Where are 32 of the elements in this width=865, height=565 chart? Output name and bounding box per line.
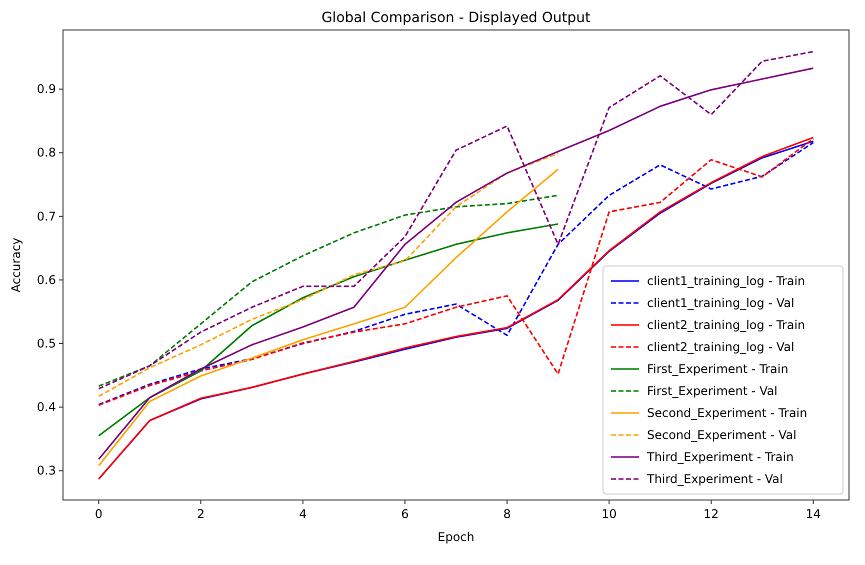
x-tick-label: 8: [503, 507, 511, 521]
x-axis-title: Epoch: [438, 530, 474, 544]
chart-title: Global Comparison - Displayed Output: [321, 10, 592, 26]
legend-label: client1_training_log - Train: [647, 274, 806, 288]
y-tick-label: 0.9: [36, 82, 56, 96]
y-axis-title: Accuracy: [9, 238, 23, 292]
legend-label: Third_Experiment - Val: [646, 472, 783, 486]
x-tick-label: 10: [601, 507, 617, 521]
legend-label: Second_Experiment - Train: [647, 406, 808, 420]
line-series: [98, 223, 559, 437]
y-tick-label: 0.3: [36, 464, 56, 478]
legend-label: client2_training_log - Train: [647, 318, 806, 332]
x-tick-label: 0: [94, 507, 103, 521]
legend-label: Second_Experiment - Val: [647, 428, 796, 442]
y-tick-label: 0.7: [36, 209, 56, 224]
x-tick-label: 12: [704, 507, 719, 521]
legend-label: client1_training_log - Val: [647, 296, 794, 310]
y-tick-label: 0.6: [36, 272, 56, 287]
legend-label: First_Experiment - Val: [647, 384, 778, 398]
legend-label: First_Experiment - Train: [647, 362, 788, 376]
x-tick-label: 2: [196, 507, 205, 521]
legend-label: Third_Experiment - Train: [646, 450, 794, 464]
x-tick-label: 4: [299, 507, 307, 521]
y-tick-label: 0.5: [36, 336, 56, 351]
line-series: [98, 194, 559, 387]
y-tick-label: 0.4: [36, 400, 56, 414]
x-tick-label: 6: [401, 507, 409, 521]
x-tick-label: 14: [806, 507, 821, 521]
line-series: [98, 152, 559, 398]
legend-label: client2_training_log - Val: [647, 340, 794, 354]
line-series: [98, 168, 559, 466]
y-tick-label: 0.8: [36, 146, 56, 160]
